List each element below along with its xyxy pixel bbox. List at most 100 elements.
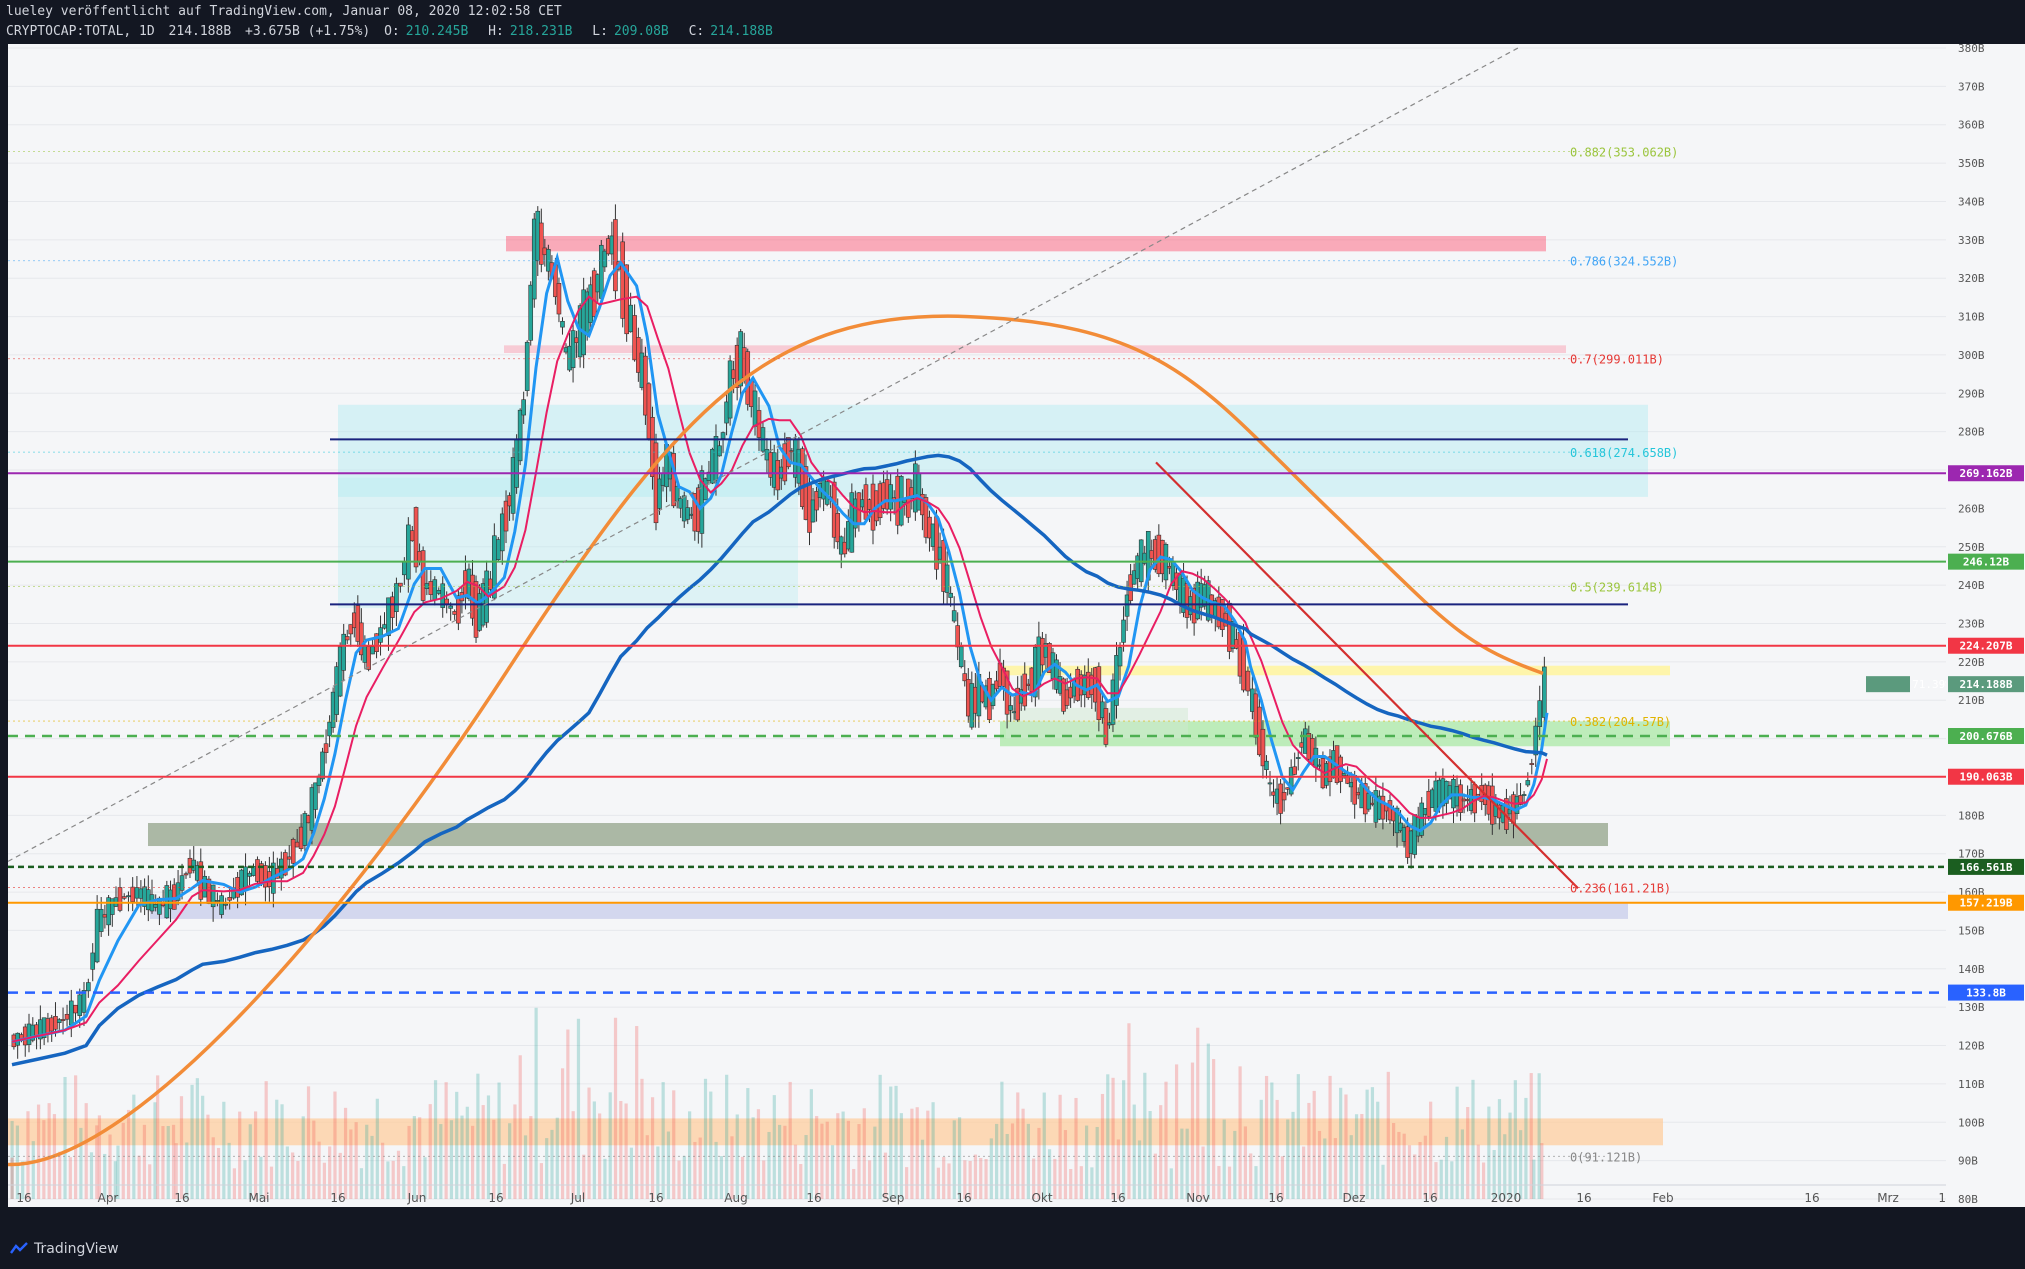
candle-body — [1264, 760, 1269, 771]
candle-body — [628, 304, 633, 333]
volume-bar — [857, 1124, 861, 1199]
volume-bar — [222, 1101, 226, 1199]
volume-bar — [116, 1145, 120, 1199]
candle-body — [98, 909, 104, 932]
volume-bar — [407, 1125, 411, 1199]
volume-bar — [97, 1115, 102, 1199]
volume-bar — [359, 1168, 364, 1199]
volume-bar — [852, 1168, 856, 1199]
fib-label: 0.618(274.658B) — [1570, 446, 1678, 460]
candle-body — [888, 484, 893, 510]
volume-bar — [1519, 1130, 1523, 1199]
volume-bar — [1153, 1153, 1158, 1199]
y-tick-label: 80B — [1958, 1193, 1978, 1206]
candle-body — [68, 1000, 74, 1026]
volume-bar — [1434, 1162, 1438, 1199]
candle-body — [348, 624, 354, 635]
volume-bar — [799, 1164, 803, 1199]
volume-bar — [232, 1168, 237, 1199]
tradingview-brand[interactable]: TradingView — [10, 1241, 119, 1257]
volume-bar — [74, 1075, 78, 1199]
volume-bar — [486, 1095, 491, 1199]
volume-bar — [243, 1160, 247, 1199]
volume-bar — [1249, 1153, 1253, 1199]
volume-bar — [793, 1144, 798, 1199]
volume-bar — [1137, 1140, 1142, 1199]
volume-bar — [804, 1135, 808, 1199]
candle-body — [1537, 700, 1543, 727]
volume-bar — [735, 1114, 739, 1199]
volume-bar — [201, 1095, 205, 1199]
volume-bar — [746, 1088, 750, 1199]
downtrend-line — [1155, 461, 1579, 890]
volume-bar — [68, 1157, 72, 1199]
candle-body — [1533, 725, 1539, 756]
volume-bar — [1222, 1119, 1226, 1199]
volume-bar — [1217, 1165, 1221, 1199]
volume-bar — [508, 1123, 512, 1199]
percent-label-box — [1866, 676, 1910, 693]
volume-bar — [190, 1084, 194, 1199]
candle-body — [1366, 793, 1372, 810]
candle-body — [138, 888, 144, 899]
candle-body — [492, 535, 497, 599]
published-line: lueley veröffentlicht auf TradingView.co… — [6, 4, 562, 19]
volume-bar — [306, 1086, 311, 1199]
candle-body — [215, 900, 220, 902]
volume-bar — [1450, 1161, 1454, 1199]
x-tick-label: Okt — [1031, 1191, 1052, 1205]
y-tick-label: 110B — [1958, 1078, 1985, 1091]
chart-plot-area[interactable]: 0.882(353.062B) 0.786(324.552B) 0.7(299.01… — [8, 44, 1946, 1207]
price-label-box — [1948, 465, 2024, 482]
x-tick-label: 16 — [174, 1191, 189, 1205]
volume-bar — [1069, 1168, 1073, 1199]
volume-bar — [171, 1124, 176, 1199]
volume-bar — [889, 1086, 893, 1199]
y-tick-label: 240B — [1958, 579, 1985, 592]
highlight-zone — [150, 903, 1628, 919]
volume-bar — [418, 1117, 422, 1199]
volume-bar — [550, 1129, 554, 1199]
price-label-text: 246.12B — [1963, 556, 2010, 569]
volume-bar — [640, 1078, 644, 1199]
volume-bar — [703, 1078, 708, 1199]
candle-body — [503, 500, 509, 532]
volume-bar — [365, 1124, 369, 1199]
volume-bar — [942, 1157, 946, 1199]
volume-bar — [1476, 1144, 1480, 1199]
volume-bar — [635, 1026, 639, 1199]
volume-bar — [725, 1074, 729, 1199]
volume-bar — [465, 1106, 469, 1199]
volume-bar — [1180, 1128, 1184, 1199]
volume-bar — [677, 1160, 681, 1199]
price-chart[interactable]: 0.882(353.062B) 0.786(324.552B) 0.7(299.01… — [8, 44, 1946, 1207]
candle-body — [413, 507, 419, 568]
volume-bar — [698, 1137, 702, 1199]
candle-body — [77, 994, 83, 1016]
price-axis[interactable]: 380B 370B 360B 350B 340B 330B 320B 310B 300B 290B… — [1946, 42, 2025, 1207]
candle-body — [1419, 802, 1425, 836]
volume-bar — [576, 1018, 581, 1199]
volume-bar — [1397, 1131, 1401, 1199]
candle-body — [1015, 687, 1020, 721]
volume-bar — [1021, 1108, 1025, 1199]
x-tick-label: 16 — [16, 1191, 31, 1205]
volume-bar — [296, 1160, 300, 1199]
candle-body — [1103, 708, 1109, 745]
candle-body — [428, 581, 434, 595]
price-label-box — [1948, 676, 2024, 693]
price-label-text: 200.676B — [1960, 730, 2013, 743]
volume-bar — [756, 1109, 761, 1199]
volume-bar — [1418, 1141, 1422, 1199]
symbol-label[interactable]: CRYPTOCAP:TOTAL, 1D — [6, 24, 155, 39]
volume-bar — [1291, 1111, 1295, 1199]
x-tick-label: 16 — [1268, 1191, 1283, 1205]
volume-bar — [1127, 1023, 1131, 1199]
candle-body — [390, 596, 395, 618]
y-tick-label: 290B — [1958, 387, 1985, 400]
price-label-box — [1948, 984, 2024, 1001]
volume-bar — [730, 1136, 734, 1199]
candle-body — [56, 1019, 62, 1023]
candle-body — [366, 646, 371, 670]
candle-body — [436, 589, 442, 594]
